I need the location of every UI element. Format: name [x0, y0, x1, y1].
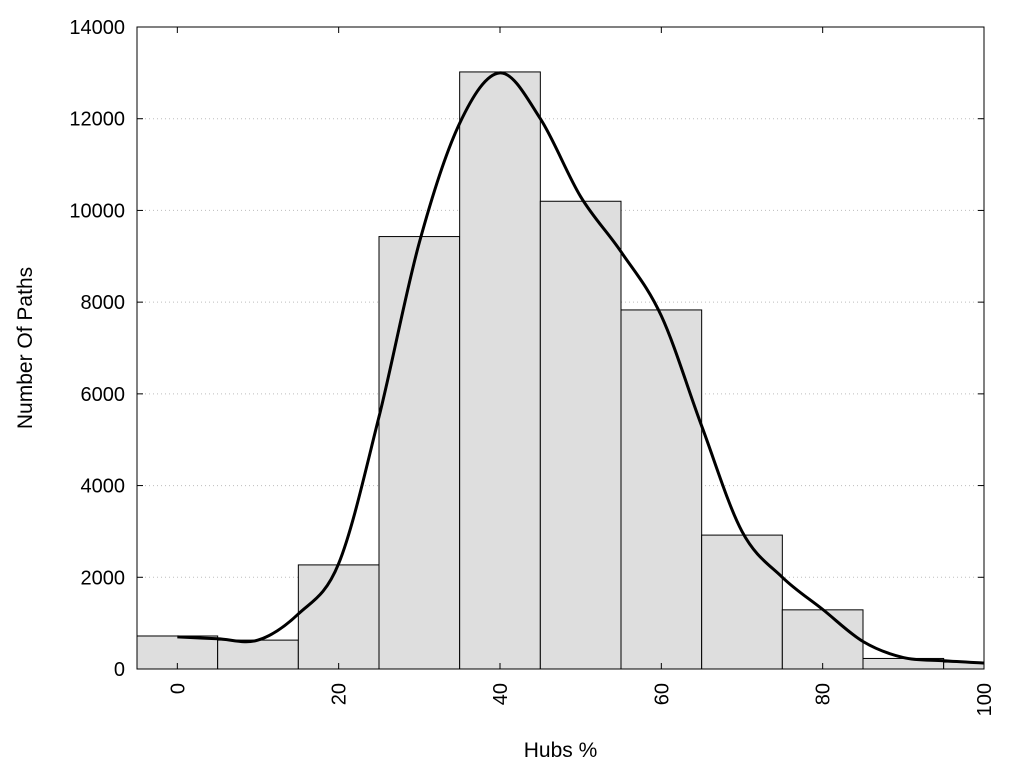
y-tick-label: 6000 [81, 384, 126, 406]
x-tick-label: 100 [974, 683, 996, 716]
histogram-bar [378, 236, 461, 670]
histogram-bars [136, 71, 985, 670]
y-tick-label: 8000 [81, 292, 126, 314]
x-tick-label: 20 [329, 683, 351, 705]
x-tick-label: 80 [813, 683, 835, 705]
x-axis-ticks: 0 20 40 60 80 100 [167, 27, 996, 716]
histogram-bar [539, 200, 622, 670]
x-tick-label: 0 [167, 683, 189, 694]
histogram-bar [217, 639, 299, 670]
x-tick-label: 40 [490, 683, 512, 705]
density-curve-layer [177, 71, 985, 665]
histogram-bar [459, 71, 541, 670]
histogram-bar [781, 609, 864, 670]
x-tick-label: 60 [651, 683, 673, 705]
y-tick-label: 2000 [81, 567, 126, 589]
x-axis-label: Hubs % [524, 739, 598, 762]
y-tick-label: 12000 [69, 109, 125, 131]
histogram-bar [701, 534, 783, 670]
y-axis-ticks: 0 2000 4000 6000 8000 10000 12000 14000 [69, 17, 984, 681]
histogram-bar [297, 564, 380, 670]
y-tick-label: 4000 [81, 476, 126, 498]
y-tick-label: 14000 [69, 17, 125, 39]
y-tick-label: 0 [114, 659, 125, 681]
histogram-bar [620, 309, 703, 670]
density-curve [177, 71, 985, 665]
y-tick-label: 10000 [69, 200, 125, 222]
y-axis-label: Number Of Paths [14, 267, 37, 429]
plot-frame [136, 26, 985, 670]
